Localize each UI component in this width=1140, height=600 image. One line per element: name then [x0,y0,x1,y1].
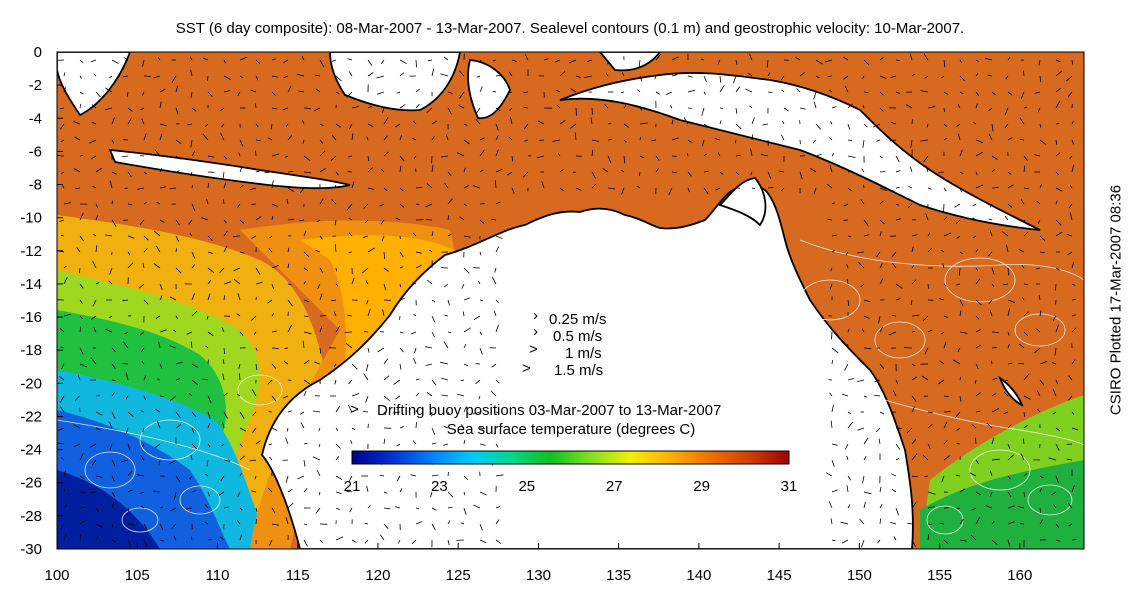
sulawesi-land [467,59,511,120]
java-land [108,148,351,190]
y-tick-label: -24 [20,442,42,459]
sst-colorbar: Sea surface temperature (degrees C) 21 23… [344,421,798,495]
colorbar-label: Sea surface temperature (degrees C) [447,421,695,438]
y-tick-label: -22 [20,408,42,425]
colorbar-tick-label: 25 [518,478,535,495]
y-tick-label: -4 [29,110,42,127]
x-tick-label: 120 [365,567,390,584]
y-tick-label: -2 [29,77,42,94]
velocity-legend-label-3: 1.5 m/s [554,362,603,379]
x-tick-label: 100 [44,567,69,584]
x-tick-label: 110 [206,567,230,584]
colorbar-tick-label: 29 [693,478,710,495]
x-tick-label: 115 [286,567,310,584]
y-tick-label: -20 [20,375,42,392]
sealevel-contours [57,239,1084,535]
x-tick-label: 140 [686,567,711,584]
x-tick-label: 135 [606,567,631,584]
y-tick-label: -12 [20,243,42,260]
y-tick-label: -14 [20,276,42,293]
colorbar-tick-label: 31 [781,478,798,495]
svg-text:›: › [533,307,538,324]
x-tick-label: 125 [446,567,471,584]
svg-text:>: > [529,341,538,358]
colorbar-tick-label: 21 [344,478,361,495]
y-tick-label: -18 [20,342,42,359]
buoy-marker-icon: > [350,401,359,418]
y-tick-label: 0 [34,44,42,61]
y-axis: 0 -2 -4 -6 -8 -10 -12 -14 -16 -18 -20 -22 -24 -26 -28 -… [20,44,63,558]
x-tick-label: 160 [1007,567,1032,584]
y-tick-label: -26 [20,475,42,492]
plot-frame [56,51,1085,550]
y-tick-label: -28 [20,508,42,525]
geostrophic-velocity-arrows [57,53,1079,548]
new-caledonia-land [998,375,1024,407]
svg-text:>: > [522,360,531,377]
y-tick-label: -6 [29,143,42,160]
new-guinea-land [559,72,1041,231]
colorbar-tick-label: 27 [606,478,623,495]
sumatra-land [57,52,131,117]
buoy-legend: > Drifting buoy positions 03-Mar-2007 to… [350,401,721,419]
colorbar-bar [351,450,790,465]
svg-text:›: › [533,323,538,340]
colorbar-tick-label: 23 [431,478,448,495]
x-axis: 100 105 110 115 120 125 130 135 140 145 150 155 160 [44,543,1032,584]
velocity-legend-label-1: 0.5 m/s [553,328,602,345]
velocity-legend-label-0: 0.25 m/s [549,311,607,328]
velocity-legend: › 0.25 m/s › 0.5 m/s > 1 m/s > 1.5 m/s [522,307,607,379]
y-tick-label: -30 [20,541,42,558]
cape-york-land [718,177,767,227]
x-tick-label: 145 [767,567,792,584]
x-tick-label: 155 [927,567,952,584]
y-tick-label: -8 [29,177,42,194]
velocity-legend-label-2: 1 m/s [565,345,602,362]
borneo-land [329,52,461,112]
map-title: SST (6 day composite): 08-Mar-2007 - 13-… [175,20,965,37]
y-tick-label: -16 [20,309,42,326]
buoy-legend-label: Drifting buoy positions 03-Mar-2007 to 1… [377,402,721,419]
x-tick-label: 105 [125,567,150,584]
y-tick-label: -10 [20,210,42,227]
x-tick-label: 130 [526,567,551,584]
x-tick-label: 150 [847,567,872,584]
colorbar-ticks: 21 23 25 27 29 31 [344,478,798,495]
